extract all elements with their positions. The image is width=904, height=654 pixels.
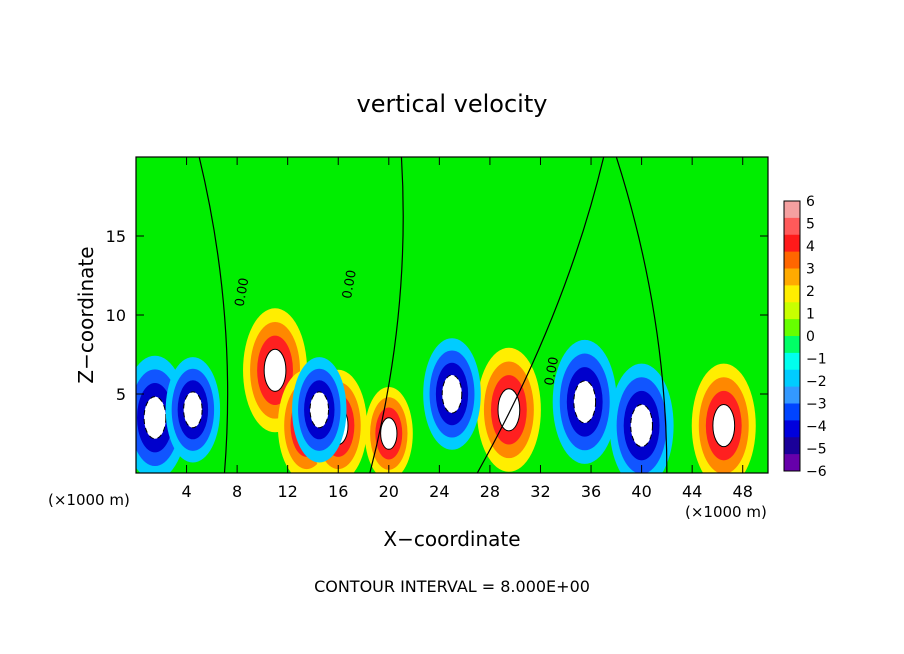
colorbar-swatch: [784, 336, 800, 354]
colorbar-swatch: [784, 234, 800, 253]
x-tick-label: 4: [181, 482, 191, 501]
downdraft-contour: [441, 374, 463, 414]
downdraft-contour: [630, 404, 653, 448]
y-tick-label: 15: [106, 227, 126, 246]
downdraft-cell: [165, 357, 221, 463]
colorbar-swatch: [784, 319, 800, 337]
velocity-field: [136, 308, 756, 473]
zero-contour-line: [369, 157, 404, 473]
x-tick-label: 16: [328, 482, 348, 501]
colorbar-swatch: [784, 268, 800, 286]
downdraft-ring: [183, 391, 203, 428]
y-axis: 5 10 15: [106, 227, 768, 404]
colorbar-tick-label: 6: [806, 194, 815, 210]
contour-label: 0.00: [340, 269, 360, 300]
x-tick-label: 20: [379, 482, 399, 501]
colorbar-swatch: [784, 437, 800, 455]
colorbar-frame: [783, 200, 801, 472]
colorbar: 6 5 4 3 2 1 0 −1 −2 −3 −4 −5 −6: [783, 194, 827, 480]
colorbar-tick-label: 5: [806, 217, 815, 233]
downdraft-contour: [183, 391, 203, 429]
updraft-cell: [691, 363, 756, 473]
x-tick-label: 44: [682, 482, 702, 501]
colorbar-tick-label: −6: [806, 464, 827, 480]
colorbar-swatch: [784, 201, 800, 219]
colorbar-swatch: [784, 302, 800, 320]
x-tick-label: 12: [278, 482, 298, 501]
colorbar-swatch: [784, 352, 800, 371]
x-tick-label: 24: [429, 482, 449, 501]
x-tick-label: 32: [530, 482, 550, 501]
x-tick-label: 48: [733, 482, 753, 501]
zero-contours: 0.00 0.00 0.00: [198, 157, 668, 473]
colorbar-swatch: [784, 251, 800, 269]
colorbar-tick-label: −3: [806, 397, 827, 413]
colorbar-tick-label: 3: [806, 262, 815, 278]
x-tick-label: 40: [631, 482, 651, 501]
x-axis: 4 8 12 16 20 24 28 32 36 40 44 48: [181, 157, 753, 501]
downdraft-ring: [630, 404, 653, 447]
colorbar-swatch: [784, 386, 800, 404]
colorbar-swatch: [784, 454, 800, 472]
contour-interval: CONTOUR INTERVAL = 8.000E+00: [314, 577, 590, 596]
y-tick-label: 5: [116, 385, 126, 404]
colorbar-tick-label: 4: [806, 239, 815, 255]
updraft-ring: [264, 349, 286, 392]
colorbar-tick-label: 1: [806, 307, 815, 323]
updraft-ring: [380, 417, 397, 450]
zero-contour-line: [476, 157, 605, 473]
updraft-contour: [712, 404, 736, 448]
plot-area: 0.00 0.00 0.00: [135, 156, 769, 474]
updraft-ring: [498, 388, 520, 431]
updraft-contour: [263, 348, 287, 392]
colorbar-tick-label: −2: [806, 374, 827, 390]
x-tick-label: 36: [581, 482, 601, 501]
x-axis-label: X−coordinate: [383, 527, 520, 551]
x-tick-label: 8: [232, 482, 242, 501]
downdraft-ring: [310, 391, 329, 428]
colorbar-swatch: [784, 403, 800, 421]
downdraft-cell: [609, 363, 674, 473]
y-axis-label: Z−coordinate: [74, 246, 98, 383]
colorbar-swatch: [784, 369, 800, 388]
colorbar-swatch: [784, 217, 800, 236]
downdraft-cell: [423, 338, 481, 450]
updraft-cell: [364, 387, 413, 473]
updraft-ring: [712, 404, 735, 447]
updraft-cell: [476, 347, 541, 472]
downdraft-ring: [442, 375, 462, 413]
zero-contour-line: [198, 157, 229, 473]
downdraft-contour: [143, 396, 167, 440]
downdraft-ring: [144, 396, 166, 439]
x-unit-left: (×1000 m): [48, 491, 130, 509]
colorbar-tick-label: 0: [806, 329, 815, 345]
colorbar-tick-label: −4: [806, 419, 827, 435]
x-tick-label: 28: [480, 482, 500, 501]
downdraft-ring: [573, 380, 596, 423]
chart-title: vertical velocity: [357, 90, 548, 118]
colorbar-swatch: [784, 420, 800, 438]
downdraft-contour: [309, 391, 330, 429]
x-unit-right: (×1000 m): [685, 503, 767, 521]
downdraft-contour: [573, 380, 597, 424]
colorbar-tick-label: −5: [806, 442, 827, 458]
zero-contour-line: [615, 157, 668, 473]
colorbar-tick-label: 2: [806, 284, 815, 300]
contour-label: 0.00: [542, 356, 562, 387]
updraft-contour: [380, 417, 398, 450]
y-tick-label: 10: [106, 306, 126, 325]
colorbar-tick-label: −1: [806, 352, 827, 368]
updraft-contour: [497, 388, 521, 432]
contour-label: 0.00: [233, 277, 253, 308]
downdraft-cell: [292, 357, 347, 463]
colorbar-swatch: [784, 285, 800, 303]
downdraft-cell: [552, 339, 617, 464]
